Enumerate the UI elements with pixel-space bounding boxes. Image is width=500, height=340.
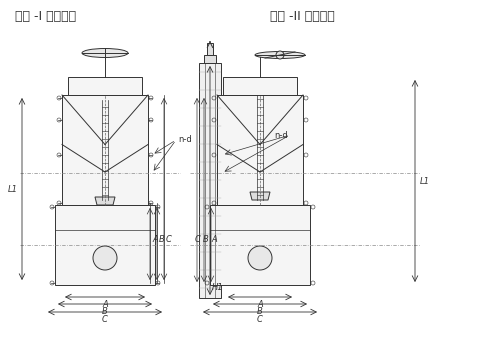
Text: H1: H1: [212, 284, 224, 292]
Circle shape: [248, 246, 272, 270]
Bar: [217, 95, 303, 205]
Text: B: B: [257, 307, 263, 316]
Text: C: C: [166, 236, 172, 244]
Text: C: C: [102, 315, 108, 324]
Text: C: C: [257, 315, 263, 324]
Polygon shape: [95, 197, 115, 205]
Text: L1: L1: [8, 186, 18, 194]
Text: C: C: [195, 236, 201, 244]
Text: L1: L1: [420, 176, 430, 186]
Ellipse shape: [82, 49, 128, 57]
Polygon shape: [250, 192, 270, 200]
Bar: [55, 205, 155, 285]
Text: 单向 -I 外形图：: 单向 -I 外形图：: [15, 10, 76, 23]
Text: B: B: [159, 236, 165, 244]
Bar: [62, 95, 148, 205]
Text: B: B: [102, 307, 108, 316]
Circle shape: [93, 246, 117, 270]
Bar: [223, 77, 297, 95]
Bar: [204, 55, 216, 63]
Text: A: A: [102, 300, 108, 309]
Ellipse shape: [255, 51, 305, 58]
Bar: [199, 63, 221, 298]
Text: 单向 -II 外形图：: 单向 -II 外形图：: [270, 10, 335, 23]
Circle shape: [276, 51, 284, 59]
Text: A: A: [152, 236, 158, 244]
Text: A: A: [257, 300, 263, 309]
Bar: [210, 205, 310, 285]
Text: A: A: [211, 236, 217, 244]
Text: n-d: n-d: [178, 136, 192, 144]
Text: n-d: n-d: [274, 131, 288, 139]
Bar: [207, 43, 213, 55]
Bar: [68, 77, 142, 95]
Text: B: B: [203, 236, 209, 244]
